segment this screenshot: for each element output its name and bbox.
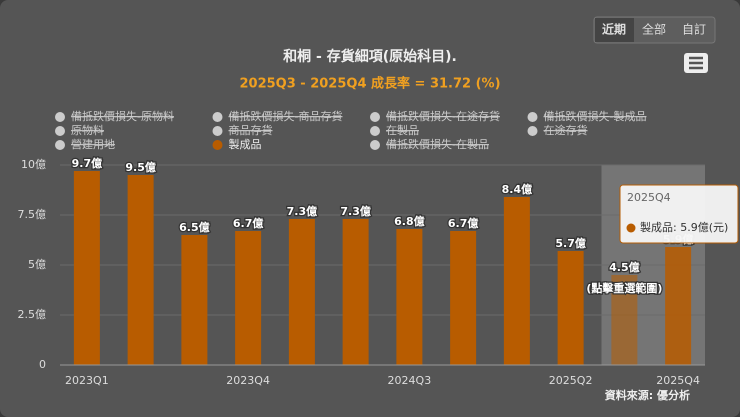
legend-marker[interactable] xyxy=(370,140,380,150)
legend-marker[interactable] xyxy=(527,112,538,122)
legend-label[interactable]: 在途存貨 xyxy=(544,123,588,137)
legend-marker[interactable] xyxy=(212,140,223,150)
range-button[interactable]: 近期 xyxy=(602,22,626,37)
range-button[interactable]: 全部 xyxy=(642,22,666,37)
active-button-bg xyxy=(595,18,634,42)
value-label: 9.5億 xyxy=(125,160,156,174)
legend-marker[interactable] xyxy=(527,126,538,136)
legend-label[interactable]: 製成品 xyxy=(229,137,262,151)
bar[interactable] xyxy=(503,197,530,365)
range-button[interactable]: 自訂 xyxy=(682,22,706,37)
value-label: 6.5億 xyxy=(179,220,210,234)
legend-marker[interactable] xyxy=(212,126,223,136)
legend-label[interactable]: 原物料 xyxy=(71,123,104,137)
y-tick-label: 10億 xyxy=(21,158,46,171)
x-tick-label: 2025Q2 xyxy=(549,374,593,387)
legend-label[interactable]: 營建用地 xyxy=(71,137,115,151)
legend-label[interactable]: 商品存貨 xyxy=(229,123,273,137)
value-label: 6.7億 xyxy=(233,216,264,230)
bar[interactable] xyxy=(665,247,692,365)
bar[interactable] xyxy=(342,219,369,365)
legend-marker[interactable] xyxy=(212,112,223,122)
value-label: 6.7億 xyxy=(448,216,479,230)
x-tick-label: 2024Q3 xyxy=(388,374,432,387)
tooltip-text: 製成品: 5.9億(元) xyxy=(640,220,728,234)
value-label: 7.3億 xyxy=(340,204,371,218)
tooltip-marker xyxy=(626,223,636,233)
bar[interactable] xyxy=(611,275,638,365)
annotation: (點擊重選範圍) xyxy=(586,281,662,295)
y-tick-label: 2.5億 xyxy=(18,308,47,321)
legend-marker[interactable] xyxy=(370,126,380,136)
bar[interactable] xyxy=(288,219,315,365)
x-tick-label: 2025Q4 xyxy=(656,374,700,387)
chart-subtitle: 2025Q3 - 2025Q4 成長率 = 31.72 (%) xyxy=(239,76,500,92)
x-tick-label: 2023Q1 xyxy=(65,374,109,387)
legend-marker[interactable] xyxy=(55,126,65,136)
legend-marker[interactable] xyxy=(55,112,65,122)
value-label: 4.5億 xyxy=(609,260,640,274)
bar[interactable] xyxy=(181,235,208,365)
legend-label[interactable]: 在製品 xyxy=(386,123,419,137)
legend-label[interactable]: 備抵跌價損失-製成品 xyxy=(544,109,647,123)
value-label: 8.4億 xyxy=(502,182,533,196)
y-tick-label: 0 xyxy=(39,358,46,371)
bar[interactable] xyxy=(450,231,477,365)
legend-marker[interactable] xyxy=(55,140,65,150)
y-tick-label: 7.5億 xyxy=(18,208,47,221)
bar[interactable] xyxy=(396,229,423,365)
bar[interactable] xyxy=(127,175,154,365)
bar[interactable] xyxy=(235,231,262,365)
bar[interactable] xyxy=(73,171,100,365)
legend-label[interactable]: 備抵跌價損失-原物料 xyxy=(71,109,174,123)
tooltip-box xyxy=(619,184,739,244)
bar[interactable] xyxy=(557,251,584,365)
legend-label[interactable]: 備抵跌價損失-在途存貨 xyxy=(386,109,500,123)
legend-label[interactable]: 備抵跌價損失-在製品 xyxy=(386,137,489,151)
legend-marker[interactable] xyxy=(370,112,380,122)
y-tick-label: 5億 xyxy=(28,258,46,271)
legend-label[interactable]: 備抵跌價損失-商品存貨 xyxy=(229,109,343,123)
chart-title: 和桐 - 存貨細項(原始科目). xyxy=(283,48,457,65)
value-label: 7.3億 xyxy=(287,204,318,218)
value-label: 5.7億 xyxy=(555,236,586,250)
source: 資料來源: 優分析 xyxy=(605,388,690,402)
tooltip-title: 2025Q4 xyxy=(627,191,671,204)
x-tick-label: 2023Q4 xyxy=(226,374,270,387)
menu-icon xyxy=(689,56,703,70)
value-label: 6.8億 xyxy=(394,214,425,228)
value-label: 9.7億 xyxy=(72,156,103,170)
